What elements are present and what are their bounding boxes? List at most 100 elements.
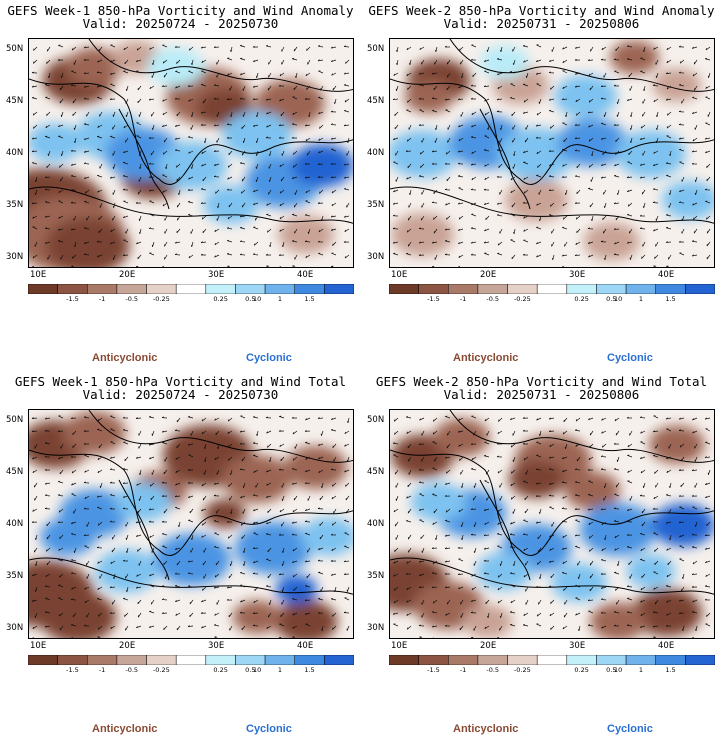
wind-vector bbox=[679, 599, 685, 602]
wind-vector bbox=[98, 521, 103, 526]
wind-vector bbox=[474, 482, 477, 488]
wind-vector bbox=[432, 611, 438, 614]
wind-vector bbox=[601, 176, 607, 179]
wind-vector bbox=[241, 202, 246, 208]
wind-vector bbox=[332, 482, 337, 487]
wind-vector bbox=[255, 163, 259, 169]
wind-vector bbox=[472, 72, 477, 78]
lat-label: 40N bbox=[6, 148, 24, 158]
wind-vector-head bbox=[691, 240, 695, 242]
colorbar-swatch bbox=[418, 655, 449, 665]
wind-vector-head bbox=[575, 444, 578, 447]
lat-label: 50N bbox=[367, 415, 385, 425]
wind-vector-head bbox=[574, 481, 578, 483]
wind-vector-head bbox=[393, 138, 395, 140]
panel-title: GEFS Week-2 850-hPa Vorticity and Wind T… bbox=[375, 374, 708, 389]
wind-vector bbox=[576, 163, 581, 169]
wind-vector bbox=[460, 111, 464, 117]
wind-vector bbox=[562, 456, 568, 460]
wind-vector bbox=[692, 637, 694, 638]
wind-vector bbox=[393, 161, 399, 165]
wind-vector-head bbox=[345, 61, 347, 64]
wind-vector-head bbox=[513, 153, 515, 157]
wind-vector-head bbox=[162, 190, 165, 193]
wind-vector bbox=[643, 202, 646, 208]
wind-vector-head bbox=[227, 73, 229, 76]
wind-vector bbox=[537, 534, 542, 540]
wind-vector-head bbox=[252, 416, 256, 418]
wind-vector bbox=[563, 215, 568, 220]
wind-vector-head bbox=[653, 229, 655, 232]
wind-vector bbox=[499, 137, 503, 143]
wind-vector-head bbox=[591, 153, 593, 157]
wind-vector-head bbox=[305, 508, 307, 511]
wind-vector bbox=[201, 625, 207, 629]
wind-vector-head bbox=[692, 611, 695, 613]
wind-vector-head bbox=[496, 442, 499, 445]
wind-vector-head bbox=[431, 241, 434, 244]
wind-vector bbox=[71, 637, 73, 638]
wind-vector bbox=[45, 611, 51, 614]
wind-vector bbox=[693, 59, 698, 65]
wind-vector-head bbox=[539, 576, 541, 580]
wind-vector bbox=[653, 532, 659, 536]
wind-vector-head bbox=[344, 256, 347, 259]
wind-vector-head bbox=[574, 202, 577, 204]
wind-vector-head bbox=[135, 534, 138, 537]
wind-vector bbox=[282, 586, 285, 592]
wind-vector-head bbox=[279, 191, 282, 194]
wind-vector-head bbox=[692, 111, 694, 114]
wind-vector bbox=[705, 482, 711, 486]
wind-vector-head bbox=[471, 203, 473, 206]
wind-vector bbox=[151, 599, 155, 605]
wind-vector bbox=[331, 137, 337, 140]
wind-vector-head bbox=[110, 242, 112, 245]
wind-vector bbox=[627, 508, 633, 512]
wind-vector bbox=[419, 519, 425, 523]
wind-vector-head bbox=[344, 229, 347, 232]
vorticity-region bbox=[29, 123, 84, 162]
wind-vector-head bbox=[31, 85, 34, 88]
wind-vector-head bbox=[681, 576, 684, 579]
wind-vector bbox=[227, 72, 233, 76]
wind-vector-head bbox=[471, 125, 473, 128]
wind-vector bbox=[188, 519, 194, 523]
wind-vector-head bbox=[434, 49, 437, 52]
wind-vector bbox=[292, 240, 298, 243]
wind-vector bbox=[549, 482, 555, 485]
wind-vector bbox=[136, 586, 142, 589]
wind-vector bbox=[200, 202, 207, 204]
wind-vector-head bbox=[334, 589, 336, 592]
wind-vector bbox=[705, 200, 711, 204]
colorbar-swatch bbox=[566, 655, 597, 665]
wind-vector bbox=[267, 547, 272, 553]
wind-vector bbox=[656, 137, 659, 143]
wind-vector-head bbox=[226, 546, 229, 549]
colorbar-scale-label: 10 bbox=[613, 666, 623, 674]
wind-vector bbox=[48, 150, 51, 156]
wind-vector bbox=[705, 428, 711, 432]
wind-vector bbox=[32, 266, 34, 267]
wind-vector-head bbox=[626, 416, 629, 419]
wind-vector bbox=[432, 441, 438, 445]
wind-vector bbox=[214, 636, 218, 638]
wind-vector-head bbox=[32, 161, 35, 164]
wind-vector-head bbox=[600, 85, 603, 87]
wind-vector-head bbox=[418, 97, 421, 100]
colorbar-tick-label: -0.25 bbox=[152, 666, 170, 674]
wind-vector-head bbox=[587, 468, 590, 471]
wind-vector-head bbox=[330, 559, 333, 562]
wind-vector bbox=[152, 59, 155, 65]
wind-vector-head bbox=[201, 535, 204, 538]
wind-vector bbox=[393, 623, 399, 627]
wind-vector bbox=[445, 560, 451, 563]
wind-vector-head bbox=[458, 509, 461, 513]
wind-vector bbox=[708, 469, 711, 475]
wind-vector-head bbox=[496, 202, 499, 205]
wind-vector-head bbox=[444, 586, 447, 589]
wind-vector bbox=[293, 456, 298, 461]
wind-vector-head bbox=[330, 228, 333, 231]
wind-vector bbox=[473, 625, 477, 631]
wind-vector bbox=[45, 597, 51, 601]
wind-vector bbox=[407, 443, 412, 449]
